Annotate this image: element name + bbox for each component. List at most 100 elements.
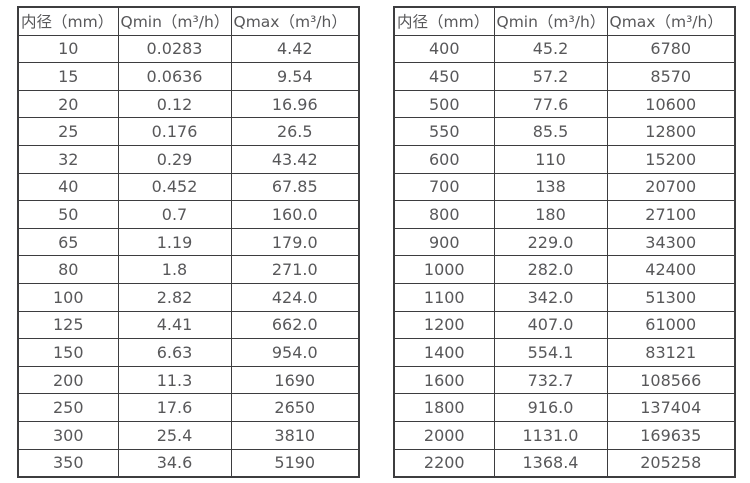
table-row: 1800 916.0 137404 [393, 393, 736, 422]
table-row: 80 1.8 271.0 [17, 255, 360, 284]
table-cell: 50 [17, 200, 119, 229]
table-cell: 8570 [606, 62, 736, 91]
table-row: 1100 342.0 51300 [393, 282, 736, 312]
table-cell: 57.2 [493, 62, 608, 91]
table-row: 400 45.2 6780 [393, 34, 736, 64]
table-cell: 40 [17, 172, 119, 202]
table-row: 450 57.2 8570 [393, 62, 736, 91]
table-cell: 137404 [606, 393, 736, 422]
table-cell: 34300 [606, 227, 736, 257]
table-cell: 180 [493, 200, 608, 229]
table-row: 40 0.452 67.85 [17, 172, 360, 202]
table-cell: 350 [17, 448, 119, 478]
table-cell: 250 [17, 393, 119, 422]
table-row: 50 0.7 160.0 [17, 200, 360, 229]
table-row: 350 34.6 5190 [17, 448, 360, 478]
table-cell: 0.452 [117, 172, 232, 202]
table-cell: 83121 [606, 338, 736, 367]
table-cell: 15200 [606, 144, 736, 174]
table-cell: 110 [493, 144, 608, 174]
table-cell: 407.0 [493, 310, 608, 340]
table-cell: 200 [17, 365, 119, 395]
table-cell: 282.0 [493, 255, 608, 284]
table-cell: 1800 [393, 393, 495, 422]
table-cell: 2000 [393, 420, 495, 450]
table-cell: 160.0 [230, 200, 360, 229]
table-cell: 108566 [606, 365, 736, 395]
table-cell: 2.82 [117, 282, 232, 312]
table-cell: 554.1 [493, 338, 608, 367]
table-row: 800 180 27100 [393, 200, 736, 229]
table-row: 1000 282.0 42400 [393, 255, 736, 284]
table-cell: 954.0 [230, 338, 360, 367]
column-header: Qmax（m³/h） [230, 6, 360, 36]
table-cell: 11.3 [117, 365, 232, 395]
table-row: 125 4.41 662.0 [17, 310, 360, 340]
table-cell: 85.5 [493, 117, 608, 146]
table-row: 1200 407.0 61000 [393, 310, 736, 340]
table-cell: 916.0 [493, 393, 608, 422]
table-cell: 9.54 [230, 62, 360, 91]
table-cell: 500 [393, 89, 495, 119]
table-cell: 0.0283 [117, 34, 232, 64]
table-cell: 0.0636 [117, 62, 232, 91]
table-cell: 51300 [606, 282, 736, 312]
table-cell: 0.12 [117, 89, 232, 119]
table-cell: 169635 [606, 420, 736, 450]
table-row: 250 17.6 2650 [17, 393, 360, 422]
flow-range-table-left: 内径（mm） Qmin（m³/h） Qmax（m³/h） 10 0.0283 4.42 1… [17, 6, 360, 479]
table-row: 200 11.3 1690 [17, 365, 360, 395]
table-cell: 300 [17, 420, 119, 450]
table-row: 900 229.0 34300 [393, 227, 736, 257]
table-cell: 1200 [393, 310, 495, 340]
table-row: 2000 1131.0 169635 [393, 420, 736, 450]
table-cell: 61000 [606, 310, 736, 340]
table-cell: 20 [17, 89, 119, 119]
table-cell: 150 [17, 338, 119, 367]
table-cell: 1368.4 [493, 448, 608, 478]
table-row: 内径（mm） Qmin（m³/h） Qmax（m³/h） [393, 6, 736, 36]
table-cell: 16.96 [230, 89, 360, 119]
table-cell: 15 [17, 62, 119, 91]
table-cell: 67.85 [230, 172, 360, 202]
table-row: 15 0.0636 9.54 [17, 62, 360, 91]
table-cell: 26.5 [230, 117, 360, 146]
table-cell: 1100 [393, 282, 495, 312]
table-cell: 2650 [230, 393, 360, 422]
table-body: 10 0.0283 4.42 15 0.0636 9.54 20 0.12 16.96 25 0.1… [17, 34, 360, 478]
table-header-row: 内径（mm） Qmin（m³/h） Qmax（m³/h） [17, 6, 360, 36]
table-row: 100 2.82 424.0 [17, 282, 360, 312]
table-cell: 400 [393, 34, 495, 64]
table-row: 20 0.12 16.96 [17, 89, 360, 119]
table-row: 600 110 15200 [393, 144, 736, 174]
table-cell: 450 [393, 62, 495, 91]
table-cell: 125 [17, 310, 119, 340]
table-row: 10 0.0283 4.42 [17, 34, 360, 64]
table-row: 65 1.19 179.0 [17, 227, 360, 257]
table-row: 2200 1368.4 205258 [393, 448, 736, 478]
table-row: 1400 554.1 83121 [393, 338, 736, 367]
table-cell: 6.63 [117, 338, 232, 367]
table-cell: 900 [393, 227, 495, 257]
table-cell: 6780 [606, 34, 736, 64]
table-cell: 1131.0 [493, 420, 608, 450]
table-header-row: 内径（mm） Qmin（m³/h） Qmax（m³/h） [393, 6, 736, 36]
table-cell: 77.6 [493, 89, 608, 119]
table-cell: 25.4 [117, 420, 232, 450]
table-cell: 1.8 [117, 255, 232, 284]
table-cell: 17.6 [117, 393, 232, 422]
table-cell: 229.0 [493, 227, 608, 257]
table-cell: 662.0 [230, 310, 360, 340]
column-header: 内径（mm） [17, 6, 119, 36]
table-body: 400 45.2 6780 450 57.2 8570 500 77.6 10600 550 85.… [393, 34, 736, 478]
column-header: 内径（mm） [393, 6, 495, 36]
table-cell: 732.7 [493, 365, 608, 395]
table-cell: 3810 [230, 420, 360, 450]
table-cell: 1000 [393, 255, 495, 284]
table-cell: 34.6 [117, 448, 232, 478]
table-cell: 271.0 [230, 255, 360, 284]
column-header: Qmax（m³/h） [606, 6, 736, 36]
table-cell: 80 [17, 255, 119, 284]
table-cell: 342.0 [493, 282, 608, 312]
table-cell: 27100 [606, 200, 736, 229]
